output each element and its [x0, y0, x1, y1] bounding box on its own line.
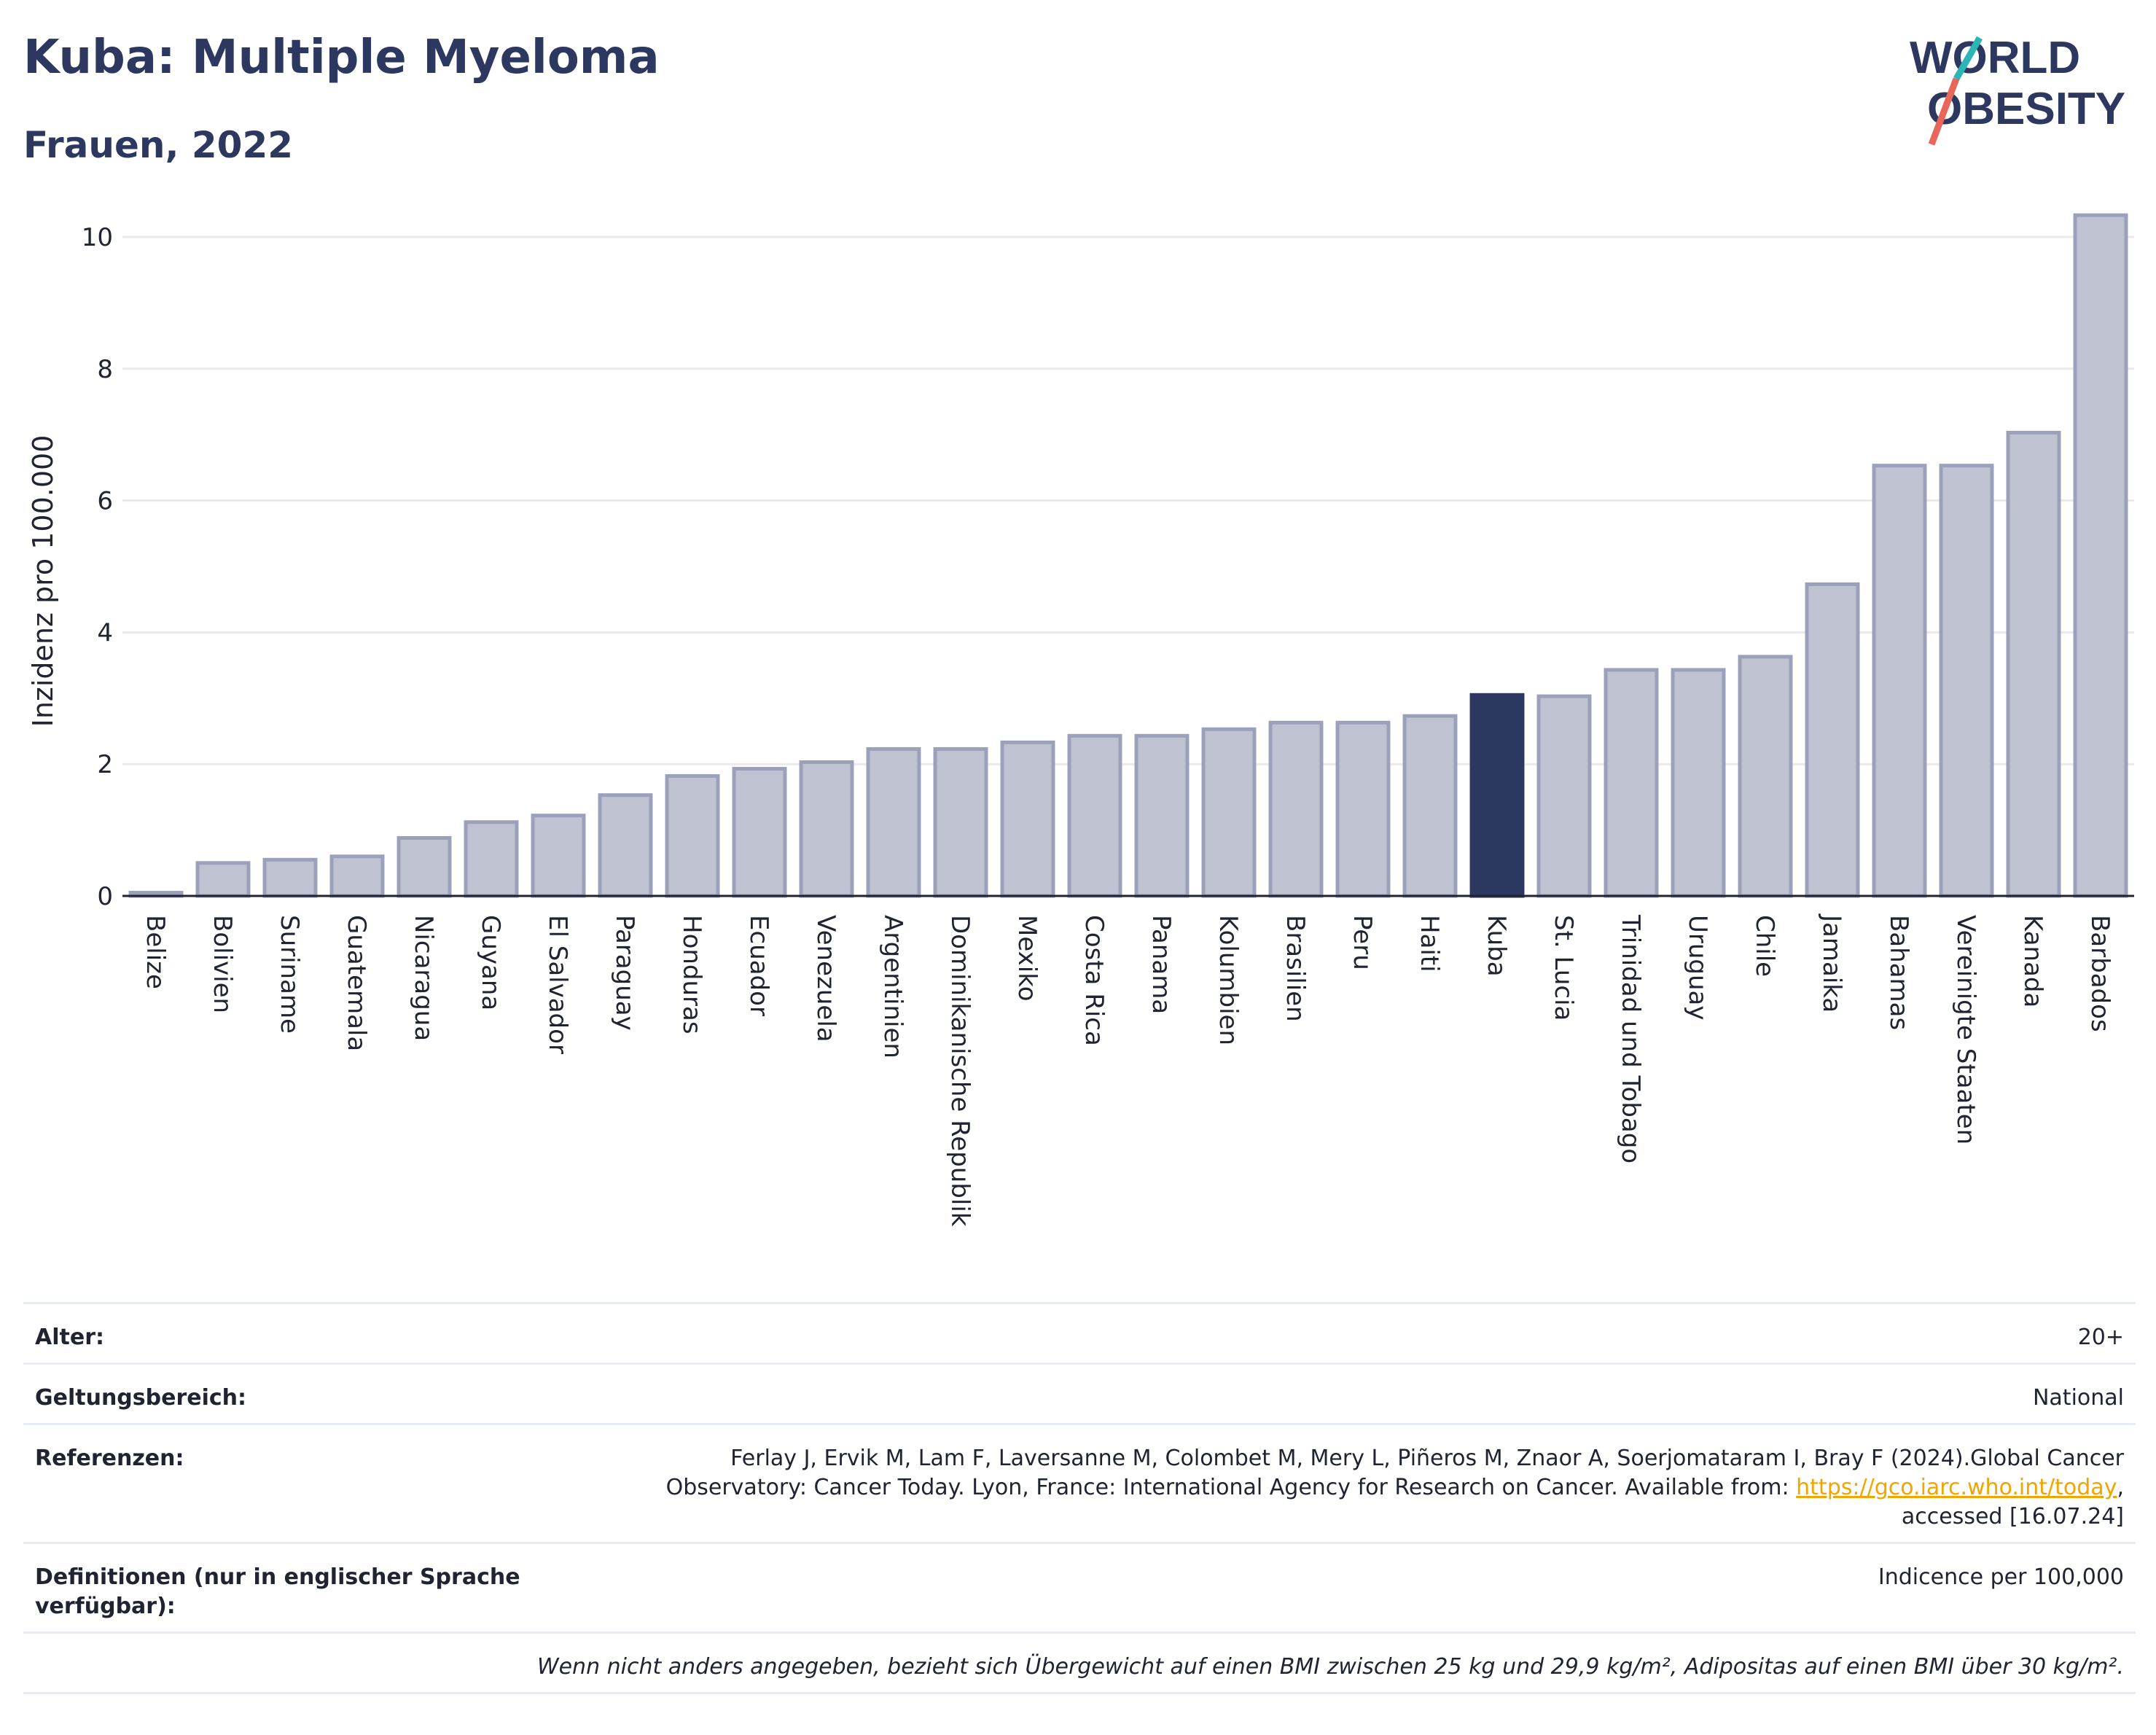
bar [732, 767, 787, 898]
meta-row-note: Wenn nicht anders angegeben, bezieht sic… [23, 1631, 2136, 1694]
references-text-3: , [2117, 1475, 2124, 1500]
bar [464, 820, 519, 898]
age-label: Alter: [35, 1325, 104, 1350]
world-obesity-logo: WORLD OBESITY [1910, 33, 2125, 146]
x-tick-label: Jamaika [1817, 913, 1846, 1013]
x-tick-label: Vereinigte Staaten [1951, 915, 1980, 1145]
bar [1872, 464, 1927, 898]
meta-row-scope: Geltungsbereich: National [23, 1362, 2136, 1423]
age-value: 20+ [2077, 1325, 2124, 1350]
references-value: Ferlay J, Ervik M, Lam F, Laversanne M, … [666, 1444, 2124, 1532]
x-tick-label: El Salvador [543, 915, 572, 1054]
x-tick-label: Nicaragua [409, 915, 438, 1041]
bar [195, 861, 251, 898]
x-tick-label: Kanada [2018, 915, 2047, 1007]
meta-row-references: Referenzen: Ferlay J, Ervik M, Lam F, La… [23, 1423, 2136, 1542]
x-tick-label: Brasilien [1281, 915, 1310, 1022]
bar [1671, 668, 1726, 898]
bar [665, 773, 720, 898]
bar [262, 857, 318, 898]
bar [1604, 668, 1659, 898]
meta-row-definitions: Definitionen (nur in englischer Sprache … [23, 1542, 2136, 1631]
bar [1268, 720, 1324, 898]
references-label: Referenzen: [35, 1446, 184, 1471]
bar [1939, 464, 1994, 898]
logo-slash-coral [1928, 77, 1960, 146]
bar [1201, 727, 1257, 898]
bar [1000, 740, 1055, 898]
references-link[interactable]: https://gco.iarc.who.int/today [1796, 1475, 2117, 1500]
bar-chart: 0 2 4 6 8 10 Inzidenz pro 100.000 Belize Bolivie… [27, 213, 2134, 1227]
bar [531, 814, 586, 898]
definitions-value: Indicence per 100,000 [1878, 1564, 2124, 1590]
y-tick-label: 6 [97, 487, 113, 516]
bar [1738, 655, 1793, 898]
bar [1134, 733, 1190, 898]
bar [329, 854, 385, 898]
y-tick-label: 0 [97, 882, 113, 911]
x-tick-label: Guatemala [342, 915, 371, 1051]
x-tick-label: Suriname [275, 915, 304, 1034]
references-text-2: Observatory: Cancer Today. Lyon, France:… [665, 1475, 1797, 1500]
definitions-label: Definitionen (nur in englischer Sprache … [35, 1564, 520, 1619]
page-subtitle: Frauen, 2022 [23, 124, 294, 166]
x-tick-label: Mexiko [1012, 915, 1042, 1002]
y-tick-label: 10 [82, 223, 113, 252]
y-axis-title: Inzidenz pro 100.000 [27, 435, 59, 728]
references-text-1: Ferlay J, Ervik M, Lam F, Laversanne M, … [730, 1446, 2124, 1471]
bar [799, 760, 854, 898]
bar-highlight [1469, 693, 1525, 898]
bar [1335, 720, 1391, 898]
bar [2006, 430, 2061, 898]
bar [2073, 213, 2128, 898]
footnote: Wenn nicht anders angegeben, bezieht sic… [536, 1654, 2124, 1680]
bar [933, 746, 988, 898]
page-title: Kuba: Multiple Myeloma [23, 31, 660, 85]
bar [1402, 714, 1458, 898]
bar [1067, 733, 1122, 898]
y-tick-label: 4 [97, 618, 113, 647]
x-tick-label: Barbados [2085, 915, 2114, 1032]
bar [1805, 582, 1860, 898]
x-tick-label: Paraguay [610, 915, 639, 1031]
meta-row-age: Alter: 20+ [23, 1302, 2136, 1362]
logo-line1: WORLD [1910, 33, 2080, 83]
x-tick-label: Bolivien [208, 915, 237, 1013]
bar [397, 835, 452, 898]
x-tick-label: Kuba [1482, 915, 1511, 977]
y-tick-label: 8 [97, 355, 113, 384]
x-tick-label: Haiti [1415, 915, 1444, 972]
x-tick-label: Ecuador [744, 915, 773, 1016]
x-tick-label: Peru [1348, 915, 1377, 970]
x-tick-label: Costa Rica [1079, 915, 1109, 1046]
metadata-table: Alter: 20+ Geltungsbereich: National Ref… [23, 1302, 2136, 1694]
x-tick-label: Panama [1147, 915, 1176, 1014]
x-tick-label: Dominikanische Republik [945, 915, 975, 1227]
x-tick-label: Trinidad und Tobago [1616, 914, 1645, 1163]
bar [1536, 694, 1592, 898]
scope-value: National [2032, 1385, 2124, 1411]
logo-slash-teal [1953, 36, 1983, 81]
x-tick-label: Bahamas [1884, 915, 1913, 1030]
scope-label: Geltungsbereich: [35, 1385, 247, 1411]
x-tick-label: Uruguay [1683, 915, 1712, 1021]
x-tick-label: St. Lucia [1549, 915, 1578, 1021]
x-tick-label: Argentinien [878, 915, 907, 1058]
x-tick-label: Honduras [677, 915, 706, 1034]
bar [598, 793, 653, 898]
y-tick-label: 2 [97, 750, 113, 779]
x-tick-label: Belize [141, 915, 170, 989]
x-tick-label: Kolumbien [1214, 915, 1243, 1045]
references-text-4: accessed [16.07.24] [1901, 1504, 2124, 1529]
bar [866, 746, 921, 898]
x-tick-label: Chile [1750, 915, 1779, 977]
x-tick-label: Venezuela [811, 915, 840, 1042]
x-tick-label: Guyana [476, 915, 505, 1010]
logo-line2: OBESITY [1927, 84, 2125, 134]
